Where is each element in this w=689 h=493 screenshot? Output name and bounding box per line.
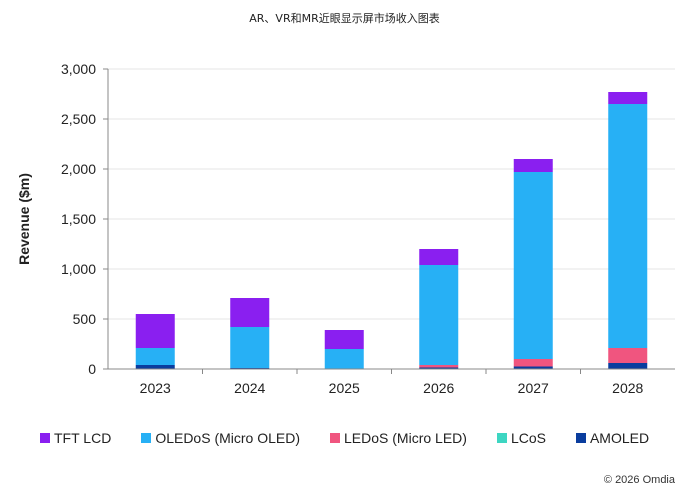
y-tick-label: 1,000 <box>61 261 96 277</box>
bar-segment-ledos-micro-led-2026 <box>419 365 459 368</box>
chart-plot: 0 500 1,000 1,500 2,000 2,500 3,000 2023 2024 202… <box>16 61 675 396</box>
bar-segment-ledos-micro-led-2027 <box>513 359 553 367</box>
bar-segment-oledos-micro-oled-2027 <box>513 172 553 359</box>
gridlines <box>108 68 675 320</box>
bar-segment-tft-lcd-2024 <box>230 298 270 327</box>
bar-segment-oledos-micro-oled-2026 <box>419 265 459 365</box>
y-tick-label: 2,000 <box>61 161 96 177</box>
legend-item: LCoS <box>496 430 546 446</box>
y-axis-label: Revenue ($m) <box>16 173 32 265</box>
bar-segment-oledos-micro-oled-2024 <box>230 327 270 368</box>
x-tick-label: 2025 <box>329 380 360 396</box>
bar-segment-oledos-micro-oled-2025 <box>324 349 364 369</box>
bar-segment-tft-lcd-2026 <box>419 249 459 265</box>
legend: TFT LCD OLEDoS (Micro OLED) LEDoS (Micro L… <box>40 430 679 446</box>
bar-segment-tft-lcd-2023 <box>135 314 175 348</box>
x-tick-label: 2026 <box>423 380 454 396</box>
legend-swatch <box>40 433 50 443</box>
legend-item: LEDoS (Micro LED) <box>330 430 467 446</box>
bar-segment-amoled-2023 <box>135 365 175 369</box>
bar-segment-oledos-micro-oled-2028 <box>608 104 648 348</box>
chart-title: AR、VR和MR近眼显示屏市场收入图表 <box>249 12 440 25</box>
legend-swatch <box>575 433 586 443</box>
bar-segment-amoled-2027 <box>513 366 553 369</box>
bar-segment-oledos-micro-oled-2023 <box>135 348 175 365</box>
bar-segment-tft-lcd-2028 <box>608 92 648 104</box>
legend-label: TFT LCD <box>54 430 112 446</box>
legend-label: AMOLED <box>589 430 650 446</box>
y-tick-label: 500 <box>73 311 97 327</box>
legend-item: OLEDoS (Micro OLED) <box>141 430 300 446</box>
bar-segment-ledos-micro-led-2028 <box>608 348 648 363</box>
y-tick-label: 1,500 <box>61 211 96 227</box>
x-tick-label: 2028 <box>612 380 643 396</box>
legend-item: TFT LCD <box>40 430 111 446</box>
legend-item: AMOLED <box>575 430 650 446</box>
legend-label: LEDoS (Micro LED) <box>344 430 467 446</box>
y-tick-label: 2,500 <box>61 111 96 127</box>
x-tick-label: 2023 <box>140 380 171 396</box>
axes: 0 500 1,000 1,500 2,000 2,500 3,000 2023 2024 202… <box>61 61 675 396</box>
legend-label: OLEDoS (Micro OLED) <box>155 430 301 446</box>
bar-segment-tft-lcd-2025 <box>324 330 364 349</box>
x-tick-label: 2027 <box>518 380 549 396</box>
y-tick-label: 3,000 <box>61 61 96 77</box>
y-tick-label: 0 <box>88 361 96 377</box>
x-tick-label: 2024 <box>234 380 265 396</box>
bar-segment-amoled-2026 <box>419 367 459 369</box>
bar-segment-amoled-2028 <box>608 363 648 369</box>
legend-swatch <box>330 433 341 443</box>
legend-swatch <box>141 433 152 443</box>
legend-swatch <box>496 433 507 443</box>
legend-label: LCoS <box>510 430 546 446</box>
bars <box>135 92 648 369</box>
copyright-credit: © 2026 Omdia <box>603 474 675 486</box>
bar-segment-tft-lcd-2027 <box>513 159 553 172</box>
